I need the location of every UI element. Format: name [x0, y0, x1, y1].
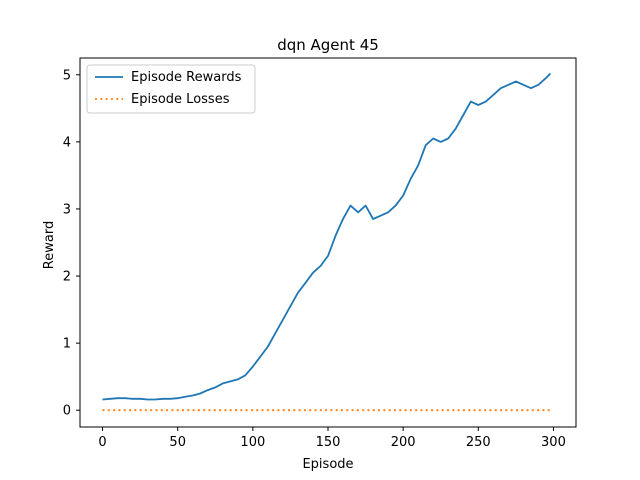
legend: Episode Rewards Episode Losses — [86, 64, 256, 114]
x-axis-title: Episode — [302, 457, 353, 472]
x-tick-label: 300 — [541, 435, 566, 450]
y-tick-label: 2 — [63, 270, 71, 285]
series-layer — [102, 72, 552, 412]
series-line-episode-rewards — [102, 72, 552, 401]
x-tick-label: 150 — [316, 435, 341, 450]
plot-background — [80, 58, 576, 427]
y-tick-label: 5 — [63, 68, 71, 83]
x-tick-label: 0 — [98, 435, 106, 450]
y-tick-label: 0 — [63, 404, 71, 419]
y-tick-label: 4 — [63, 135, 71, 150]
x-tick-label: 50 — [169, 435, 186, 450]
legend-label: Episode Rewards — [131, 70, 242, 85]
legend-box — [86, 64, 256, 114]
plot-area — [80, 58, 576, 427]
chart-title: dqn Agent 45 — [277, 36, 379, 54]
x-tick-label: 250 — [466, 435, 491, 450]
x-tick-label: 100 — [240, 435, 265, 450]
x-tick-label: 200 — [391, 435, 416, 450]
axes-layer: 0 50 100 150 200 250 300 0 1 2 3 4 5 — [63, 57, 577, 450]
y-axis-title: Reward — [42, 221, 57, 269]
y-tick-label: 3 — [63, 202, 71, 217]
legend-label: Episode Losses — [131, 92, 230, 107]
y-tick-label: 1 — [63, 337, 71, 352]
